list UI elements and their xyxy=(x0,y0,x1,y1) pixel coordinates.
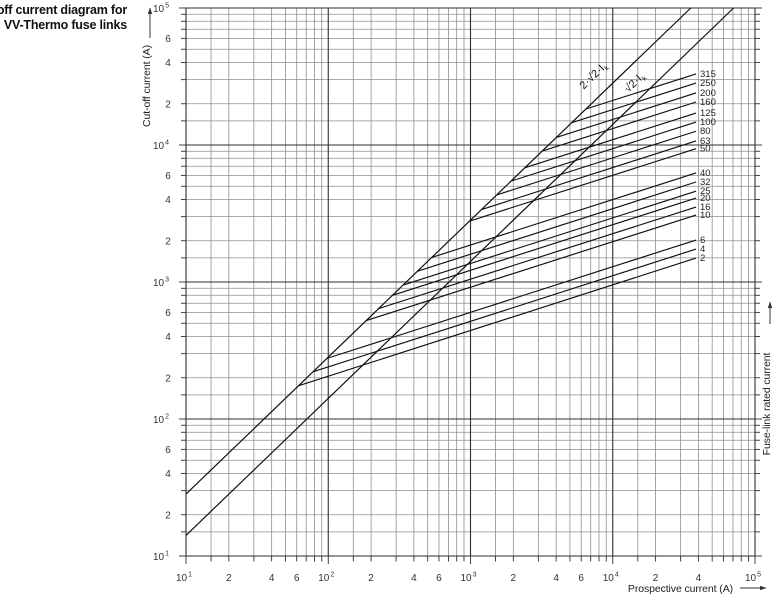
fuse-curve-63 xyxy=(481,140,697,211)
x-tick-label: 2 xyxy=(653,573,659,584)
x-tick-label-decade: 101 xyxy=(176,572,192,585)
fuse-curve-40 xyxy=(431,172,697,259)
y-tick-label: 6 xyxy=(165,171,171,182)
chart-title-line2: VV-Thermo fuse links xyxy=(4,18,127,32)
y-tick-label: 4 xyxy=(165,332,171,343)
fuse-rating-label-200: 200 xyxy=(700,88,716,99)
fuse-rating-label-20: 20 xyxy=(700,193,711,204)
fuse-rating-label-10: 10 xyxy=(700,210,711,221)
fuse-curve-315 xyxy=(585,73,697,110)
y-tick-label: 6 xyxy=(165,34,171,45)
y-tick-label-decade: 102 xyxy=(153,414,169,427)
fuse-rating-label-125: 125 xyxy=(700,108,716,119)
fuse-rating-label-50: 50 xyxy=(700,144,711,155)
fuse-rating-label-40: 40 xyxy=(700,168,711,179)
y-tick-label: 6 xyxy=(165,308,171,319)
x-tick-label: 4 xyxy=(411,573,417,584)
y-tick-label: 2 xyxy=(165,510,171,521)
y-tick-label-decade: 103 xyxy=(153,277,169,290)
y-tick-label: 6 xyxy=(165,445,171,456)
x-axis-title: Prospective current (A) xyxy=(628,583,733,595)
envelope-line-sqrt2-ik xyxy=(185,7,735,536)
fuse-curve-2 xyxy=(298,257,697,387)
fuse-curve-80 xyxy=(496,130,697,196)
fuse-rating-label-315: 315 xyxy=(700,69,716,80)
x-tick-label: 6 xyxy=(294,573,300,584)
envelope-line-2-sqrt2-ik xyxy=(185,7,692,495)
fuse-rating-label-100: 100 xyxy=(700,117,716,128)
x-tick-label-decade: 104 xyxy=(603,572,619,585)
fuse-curve-50 xyxy=(469,148,697,222)
fuse-curve-125 xyxy=(524,112,697,169)
y-tick-label-decade: 105 xyxy=(153,3,169,16)
fuse-curve-32 xyxy=(417,181,697,272)
y-tick-label: 2 xyxy=(165,99,171,110)
x-tick-label: 6 xyxy=(578,573,584,584)
x-tick-label: 4 xyxy=(696,573,702,584)
envelope-label-sqrt2-ik: √2·Ik xyxy=(622,70,648,96)
x-tick-label: 2 xyxy=(226,573,232,584)
fuse-rating-label-63: 63 xyxy=(700,136,711,147)
fuse-rating-label-16: 16 xyxy=(700,202,711,213)
chart-title-line1: Cut-off current diagram for xyxy=(0,3,127,17)
y-tick-label: 2 xyxy=(165,236,171,247)
x-tick-label-decade: 103 xyxy=(461,572,477,585)
y-axis-title: Cut-off current (A) xyxy=(141,45,153,127)
fuse-curve-6 xyxy=(326,239,697,359)
x-tick-label: 2 xyxy=(368,573,374,584)
fuse-rating-label-32: 32 xyxy=(700,177,711,188)
x-tick-label: 2 xyxy=(511,573,517,584)
y-tick-label: 4 xyxy=(165,195,171,206)
fuse-rating-label-250: 250 xyxy=(700,78,716,89)
x-tick-label-decade: 102 xyxy=(318,572,334,585)
fuse-curve-200 xyxy=(556,92,697,139)
y-tick-label: 4 xyxy=(165,58,171,69)
fuse-curve-160 xyxy=(541,101,697,152)
fuse-curve-25 xyxy=(402,190,697,286)
fuse-rating-label-6: 6 xyxy=(700,235,705,246)
y-tick-label: 4 xyxy=(165,469,171,480)
fuse-curve-4 xyxy=(312,248,697,373)
fuse-rating-label-80: 80 xyxy=(700,126,711,137)
fuse-curve-100 xyxy=(510,121,697,182)
fuse-curve-20 xyxy=(392,197,697,296)
fuse-rating-label-160: 160 xyxy=(700,97,716,108)
x-tick-label: 4 xyxy=(553,573,559,584)
fuse-rating-label-25: 25 xyxy=(700,186,711,197)
y-tick-label: 2 xyxy=(165,373,171,384)
right-axis-title: Fuse-link rated current xyxy=(761,352,773,455)
envelope-label-group-sqrt2-ik: √2·Ik xyxy=(622,70,648,96)
x-tick-label: 6 xyxy=(436,573,442,584)
fuse-curve-250 xyxy=(571,82,697,124)
y-tick-label-decade: 104 xyxy=(153,140,169,153)
x-tick-label-decade: 105 xyxy=(745,572,761,585)
fuse-rating-label-4: 4 xyxy=(700,244,705,255)
fuse-curve-10 xyxy=(366,214,697,322)
y-tick-label-decade: 101 xyxy=(153,551,169,564)
fuse-curve-16 xyxy=(378,206,697,310)
x-tick-label: 4 xyxy=(269,573,275,584)
fuse-rating-label-2: 2 xyxy=(700,253,705,264)
